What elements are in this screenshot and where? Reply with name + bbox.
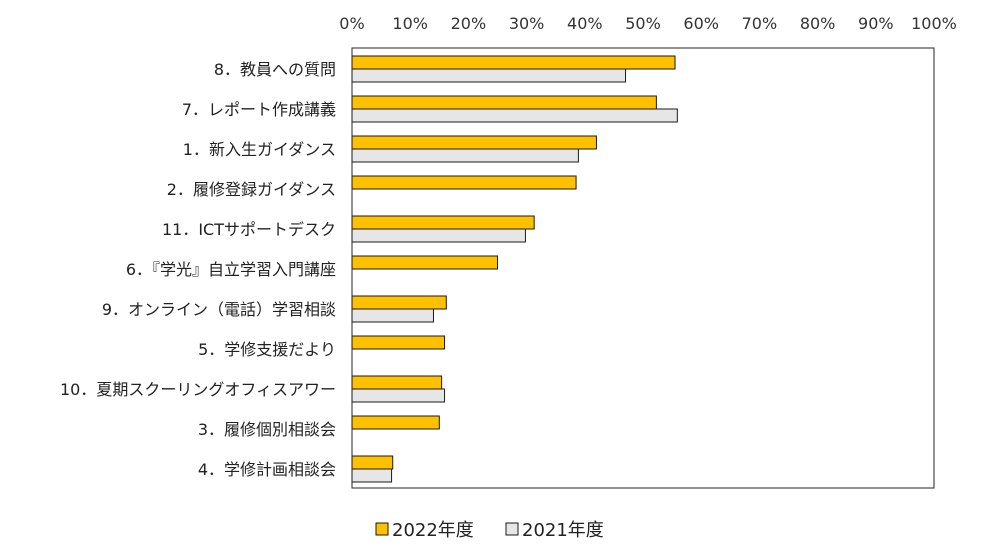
bar-series-2 — [351, 468, 393, 483]
legend-swatch — [375, 522, 389, 536]
x-tick-label: 70% — [742, 14, 778, 33]
bar-series-2 — [351, 68, 627, 83]
bar-series-1 — [351, 415, 440, 430]
x-tick-label: 50% — [625, 14, 661, 33]
category-label: 1．新入生ガイダンス — [183, 140, 336, 159]
bar-series-1 — [351, 255, 498, 270]
bar-series-1 — [351, 295, 447, 310]
bar-series-2 — [351, 228, 526, 243]
category-label: 5．学修支援だより — [198, 340, 336, 359]
bar-series-1 — [351, 215, 535, 230]
category-label: 11．ICTサポートデスク — [162, 220, 336, 239]
x-tick-label: 60% — [683, 14, 719, 33]
category-label: 6．『学光』自立学習入門講座 — [126, 260, 336, 279]
bar-series-1 — [351, 135, 597, 150]
x-tick-label: 30% — [509, 14, 545, 33]
bar-series-1 — [351, 335, 446, 350]
bar-series-1 — [351, 175, 577, 190]
x-axis-ticks: 0% 10% 20% 30% 40% 50% 60% 70% 80% 90% 100% — [339, 14, 957, 33]
bar-series-2 — [351, 148, 579, 163]
x-tick-label: 80% — [800, 14, 836, 33]
category-label: 2．履修登録ガイダンス — [167, 180, 336, 199]
legend-swatch — [505, 522, 519, 536]
x-tick-label: 0% — [339, 14, 364, 33]
legend-label: 2022年度 — [392, 520, 474, 541]
bar-series-1 — [351, 455, 394, 470]
category-labels: 8．教員への質問 7．レポート作成講義 1．新入生ガイダンス 2．履修登録ガイダンス 1… — [60, 60, 336, 479]
x-tick-label: 20% — [451, 14, 487, 33]
bar-series-2 — [351, 108, 678, 123]
x-tick-label: 10% — [392, 14, 428, 33]
bar-series-2 — [351, 388, 446, 403]
x-tick-label: 100% — [911, 14, 957, 33]
x-tick-label: 90% — [858, 14, 894, 33]
bar-series-1 — [351, 375, 443, 390]
x-tick-label: 40% — [567, 14, 603, 33]
category-label: 7．レポート作成講義 — [182, 100, 336, 119]
category-label: 9．オンライン（電話）学習相談 — [102, 300, 336, 319]
category-label: 10．夏期スクーリングオフィスアワー — [60, 380, 336, 399]
category-label: 8．教員への質問 — [214, 60, 336, 79]
category-label: 4．学修計画相談会 — [198, 460, 336, 479]
bar-series-2 — [351, 308, 434, 323]
bar-series-1 — [351, 55, 676, 70]
category-label: 3．履修個別相談会 — [198, 420, 336, 439]
bars — [351, 55, 678, 483]
legend: 2022年度 2021年度 — [375, 520, 604, 541]
bar-series-1 — [351, 95, 657, 110]
legend-label: 2021年度 — [522, 520, 604, 541]
